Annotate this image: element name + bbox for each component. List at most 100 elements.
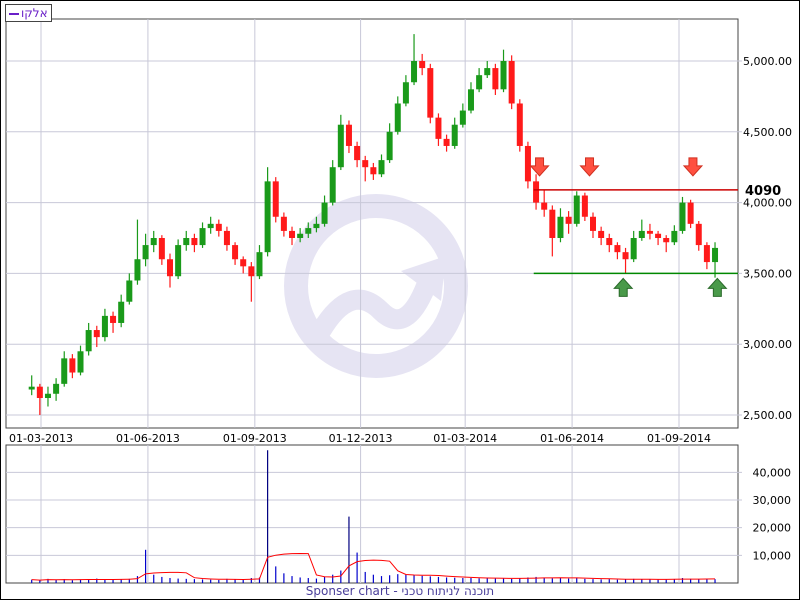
candle [345, 120, 352, 154]
candle-body [614, 245, 621, 253]
footer-credit: Sponser chart - תוכנה לניתוח טכני [305, 584, 495, 598]
candle-body [524, 145, 531, 182]
candle [695, 221, 702, 251]
candle-body [313, 223, 320, 229]
candle [134, 219, 141, 285]
up-arrow-icon [613, 277, 634, 297]
x-tick-label: 01-09-2013 [223, 432, 287, 445]
candle-body [305, 228, 312, 234]
candle [573, 191, 580, 227]
candle-body [638, 230, 645, 238]
candle [557, 208, 564, 243]
candle [500, 49, 507, 93]
candle [232, 242, 239, 265]
candle [272, 177, 279, 223]
candle [223, 226, 230, 251]
candle [476, 68, 483, 93]
candle-body [175, 245, 182, 277]
candle [183, 230, 190, 251]
y-tick-label: 4,500.00 [743, 126, 792, 139]
candle [150, 230, 157, 253]
candle [240, 256, 247, 274]
candle-body [158, 238, 165, 260]
candle [712, 242, 719, 278]
candle [614, 242, 621, 260]
candle-body [581, 195, 588, 217]
down-arrow-icon [682, 157, 704, 177]
candle [394, 96, 401, 135]
candle [435, 113, 442, 146]
candle-body [484, 68, 491, 76]
candle [53, 378, 60, 401]
candle-body [28, 386, 35, 390]
candle [175, 239, 182, 280]
candle [256, 245, 263, 280]
candle [354, 141, 361, 168]
down-arrow-icon [529, 157, 550, 177]
candle-body [533, 181, 540, 203]
candle-body [549, 209, 556, 238]
candle-body [630, 238, 637, 260]
candle-body [118, 301, 125, 323]
candle [386, 123, 393, 163]
candle [370, 162, 377, 180]
y-tick-label: 2,500.00 [743, 409, 792, 422]
y-tick-label: 4,000.00 [743, 197, 792, 210]
candle [337, 114, 344, 171]
candle-body [223, 230, 230, 246]
candle [427, 63, 434, 124]
candle-body [207, 223, 214, 229]
candle [77, 345, 84, 376]
candle-body [362, 160, 369, 168]
candle [533, 174, 540, 210]
candle-body [345, 124, 352, 146]
candle [215, 219, 222, 237]
candle [362, 155, 369, 182]
candle [166, 253, 173, 288]
candle [93, 325, 100, 348]
candle [549, 205, 556, 257]
watermark-circle [284, 194, 468, 378]
candle [671, 225, 678, 246]
x-tick-label: 01-03-2014 [433, 432, 497, 445]
candle-body [435, 117, 442, 139]
candle [622, 247, 629, 274]
candle [101, 308, 108, 342]
candle [289, 226, 296, 246]
candle [61, 351, 68, 387]
candle [630, 230, 637, 263]
x-tick-label: 01-09-2014 [647, 432, 711, 445]
candle [158, 235, 165, 265]
candle [484, 61, 491, 78]
candle-body [679, 202, 686, 231]
candle-body [297, 233, 304, 238]
candle-body [191, 238, 198, 246]
x-tick-label: 01-12-2013 [329, 432, 393, 445]
candle-body [492, 68, 499, 90]
candle-body [671, 230, 678, 243]
volume-tick-label: 10,000 [753, 549, 792, 562]
candle-body [451, 124, 458, 146]
candle [541, 189, 548, 217]
candle-body [386, 131, 393, 161]
legend[interactable]: אלקו [5, 4, 52, 22]
candle [264, 167, 271, 257]
candle-body [53, 383, 60, 394]
candle-body [215, 223, 222, 231]
candle [411, 34, 418, 86]
candle-body [370, 167, 377, 175]
candle-body [703, 245, 710, 263]
candle-body [183, 238, 190, 246]
candle [402, 75, 409, 107]
candle [248, 262, 255, 302]
candle-body [199, 228, 206, 246]
candle-body [695, 223, 702, 246]
candle [207, 216, 214, 234]
candle-body [166, 259, 173, 277]
candle [443, 134, 450, 152]
candle-body [459, 110, 466, 125]
candle-body [476, 75, 483, 90]
candle [142, 233, 149, 267]
candle-body [573, 195, 580, 224]
